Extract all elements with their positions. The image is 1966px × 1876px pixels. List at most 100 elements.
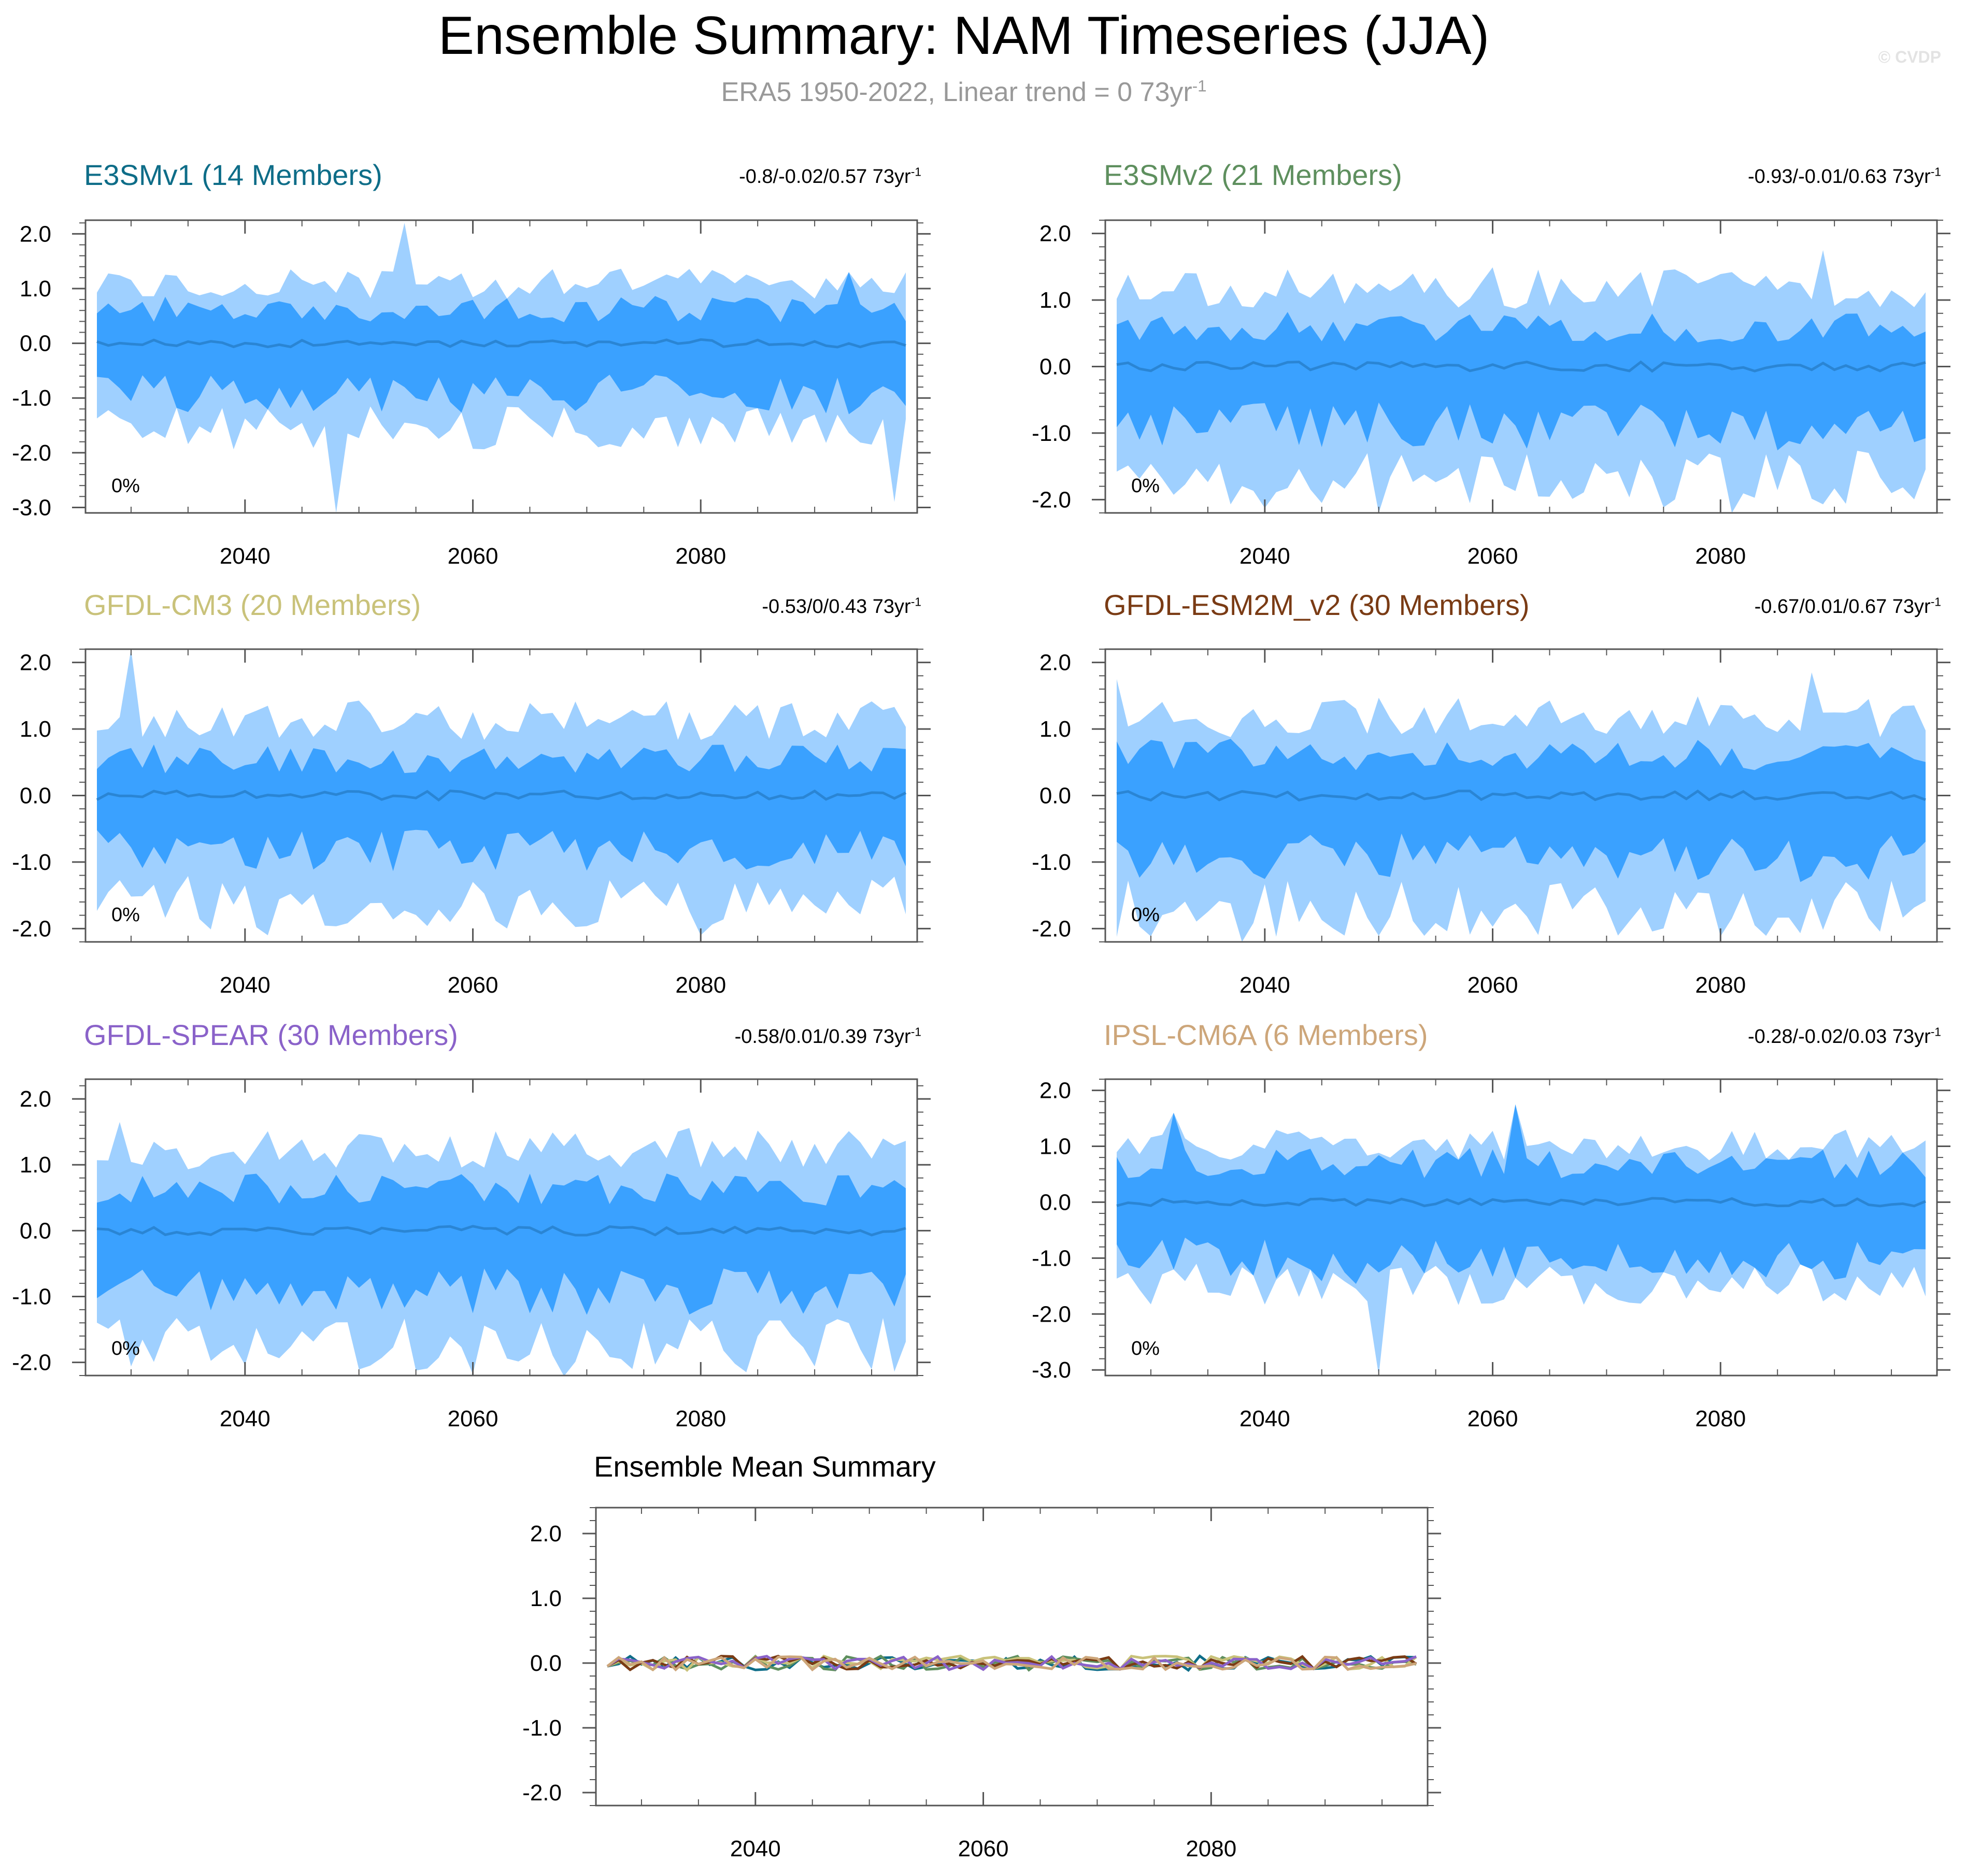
y-tick-label: 0.0 bbox=[20, 1218, 51, 1243]
percent-label: 0% bbox=[1131, 904, 1160, 926]
percent-label: 0% bbox=[111, 475, 140, 497]
panel-title-gfdl-esm2m: GFDL-ESM2M_v2 (30 Members) bbox=[1104, 588, 1530, 622]
y-tick-label: -1.0 bbox=[12, 850, 51, 875]
x-tick-label: 2060 bbox=[448, 972, 498, 998]
trend-exponent: -1 bbox=[1930, 595, 1941, 609]
inner-band bbox=[1117, 739, 1926, 882]
y-tick-label: -1.0 bbox=[12, 385, 51, 411]
x-tick-label: 2040 bbox=[220, 1406, 270, 1431]
chart-panel-GFDL-ESM2M_v2: 0% -2.0 -1.0 0.0 1.0 2.0 2040 2060 2080 bbox=[1032, 648, 1950, 998]
x-tick-label: 2040 bbox=[1240, 972, 1290, 998]
panel-title-text: Ensemble Mean Summary bbox=[594, 1450, 936, 1483]
plot-frame bbox=[595, 1507, 1429, 1807]
y-tick-label: -1.0 bbox=[1032, 1245, 1071, 1271]
trend-label-gfdl-esm2m: -0.67/0.01/0.67 73yr-1 bbox=[1755, 596, 1941, 618]
subtitle-exponent: -1 bbox=[1192, 77, 1207, 95]
x-tick-label: 2040 bbox=[1240, 1406, 1290, 1431]
median-line bbox=[1116, 360, 1926, 373]
trend-exponent: -1 bbox=[910, 165, 921, 179]
y-tick-label: 2.0 bbox=[20, 221, 51, 247]
inner-band bbox=[1117, 1104, 1926, 1284]
y-tick-label: 0.0 bbox=[530, 1651, 562, 1676]
trend-text: -0.53/0/0.43 73yr bbox=[762, 596, 911, 618]
y-tick-label: -2.0 bbox=[12, 916, 51, 941]
trend-label-gfdl-cm3: -0.53/0/0.43 73yr-1 bbox=[762, 596, 921, 618]
chart-panel-GFDL-SPEAR: 0% -2.0 -1.0 0.0 1.0 2.0 2040 2060 2080 bbox=[12, 1078, 931, 1431]
chart-panel-E3SMv2: 0% -2.0 -1.0 0.0 1.0 2.0 2040 2060 2080 bbox=[1032, 219, 1950, 569]
percent-label: 0% bbox=[111, 904, 140, 926]
y-tick-label: 0.0 bbox=[20, 331, 51, 356]
y-tick-label: -2.0 bbox=[1032, 916, 1071, 941]
panel-title-text: GFDL-ESM2M_v2 (30 Members) bbox=[1104, 589, 1530, 621]
percent-label: 0% bbox=[111, 1338, 140, 1359]
median-line bbox=[1116, 789, 1926, 802]
page-subtitle: ERA5 1950-2022, Linear trend = 0 73yr-1 bbox=[0, 77, 1928, 108]
percent-label: 0% bbox=[1131, 1338, 1160, 1359]
y-tick-label: 0.0 bbox=[1039, 354, 1071, 380]
y-tick-label: 2.0 bbox=[530, 1521, 562, 1546]
x-tick-label: 2080 bbox=[675, 972, 726, 998]
y-tick-label: -2.0 bbox=[1032, 1301, 1071, 1327]
trend-label-e3smv2: -0.93/-0.01/0.63 73yr-1 bbox=[1748, 166, 1941, 188]
chart-panel-IPSL-CM6A: 0% -3.0 -2.0 -1.0 0.0 1.0 2.0 2040 2060 2080 bbox=[1032, 1078, 1950, 1431]
y-tick-label: -1.0 bbox=[12, 1284, 51, 1309]
panel-title-e3smv2: E3SMv2 (21 Members) bbox=[1104, 158, 1402, 192]
y-tick-label: 2.0 bbox=[1039, 1078, 1071, 1104]
y-tick-label: -1.0 bbox=[522, 1715, 562, 1741]
median-line bbox=[1116, 1197, 1926, 1208]
x-tick-label: 2060 bbox=[1468, 972, 1518, 998]
y-tick-label: 0.0 bbox=[1039, 1190, 1071, 1215]
copyright-watermark: © CVDP bbox=[1878, 48, 1941, 66]
panel-title-text: IPSL-CM6A (6 Members) bbox=[1104, 1019, 1428, 1051]
y-tick-label: 1.0 bbox=[20, 1152, 51, 1178]
y-tick-label: 2.0 bbox=[1039, 650, 1071, 676]
x-tick-label: 2080 bbox=[1186, 1836, 1236, 1861]
panel-title-gfdl-spear: GFDL-SPEAR (30 Members) bbox=[84, 1018, 458, 1052]
x-tick-label: 2040 bbox=[730, 1836, 781, 1861]
trend-exponent: -1 bbox=[1930, 165, 1941, 179]
trend-text: -0.93/-0.01/0.63 73yr bbox=[1747, 166, 1931, 188]
y-tick-label: 2.0 bbox=[1039, 221, 1071, 247]
inner-band bbox=[97, 744, 906, 871]
x-tick-label: 2080 bbox=[1695, 1406, 1746, 1431]
x-tick-label: 2040 bbox=[1240, 543, 1290, 569]
median-line bbox=[96, 789, 907, 802]
y-tick-label: 0.0 bbox=[20, 783, 51, 809]
median-line bbox=[96, 1225, 906, 1237]
panel-title-ensemble-mean: Ensemble Mean Summary bbox=[594, 1450, 936, 1483]
panel-title-gfdl-cm3: GFDL-CM3 (20 Members) bbox=[84, 588, 421, 622]
y-tick-label: -3.0 bbox=[1032, 1357, 1071, 1383]
x-tick-label: 2060 bbox=[1468, 1406, 1518, 1431]
x-tick-label: 2060 bbox=[448, 1406, 498, 1431]
x-tick-label: 2040 bbox=[220, 972, 270, 998]
y-tick-label: 1.0 bbox=[1039, 288, 1071, 313]
y-tick-label: -1.0 bbox=[1032, 850, 1071, 875]
panel-title-text: E3SMv1 (14 Members) bbox=[84, 159, 382, 191]
inner-band bbox=[1117, 312, 1926, 451]
panel-title-e3smv1: E3SMv1 (14 Members) bbox=[84, 158, 382, 192]
x-tick-label: 2080 bbox=[675, 1406, 726, 1431]
y-tick-label: 1.0 bbox=[1039, 1134, 1071, 1159]
x-tick-label: 2060 bbox=[1468, 543, 1518, 569]
panel-title-text: GFDL-SPEAR (30 Members) bbox=[84, 1019, 458, 1051]
y-tick-label: 1.0 bbox=[20, 717, 51, 742]
trend-exponent: -1 bbox=[910, 1025, 921, 1039]
y-tick-label: -1.0 bbox=[1032, 421, 1071, 446]
x-tick-label: 2040 bbox=[220, 543, 270, 569]
panel-title-ipsl-cm6a: IPSL-CM6A (6 Members) bbox=[1104, 1018, 1428, 1052]
plot-frame bbox=[84, 1078, 918, 1377]
plot-frame bbox=[84, 219, 918, 514]
trend-text: -0.58/0.01/0.39 73yr bbox=[734, 1026, 911, 1048]
y-tick-label: 2.0 bbox=[20, 650, 51, 676]
y-tick-label: -2.0 bbox=[1032, 487, 1071, 512]
x-tick-label: 2060 bbox=[958, 1836, 1009, 1861]
y-tick-label: -2.0 bbox=[522, 1780, 562, 1806]
x-tick-label: 2060 bbox=[448, 543, 498, 569]
trend-exponent: -1 bbox=[1930, 1025, 1941, 1039]
percent-label: 0% bbox=[1131, 475, 1160, 497]
y-tick-label: -2.0 bbox=[12, 1350, 51, 1376]
x-tick-label: 2080 bbox=[1695, 972, 1746, 998]
chart-panel-ensemble-mean: -2.0 -1.0 0.0 1.0 2.0 2040 2060 2080 bbox=[522, 1507, 1441, 1861]
y-tick-label: 1.0 bbox=[530, 1586, 562, 1611]
